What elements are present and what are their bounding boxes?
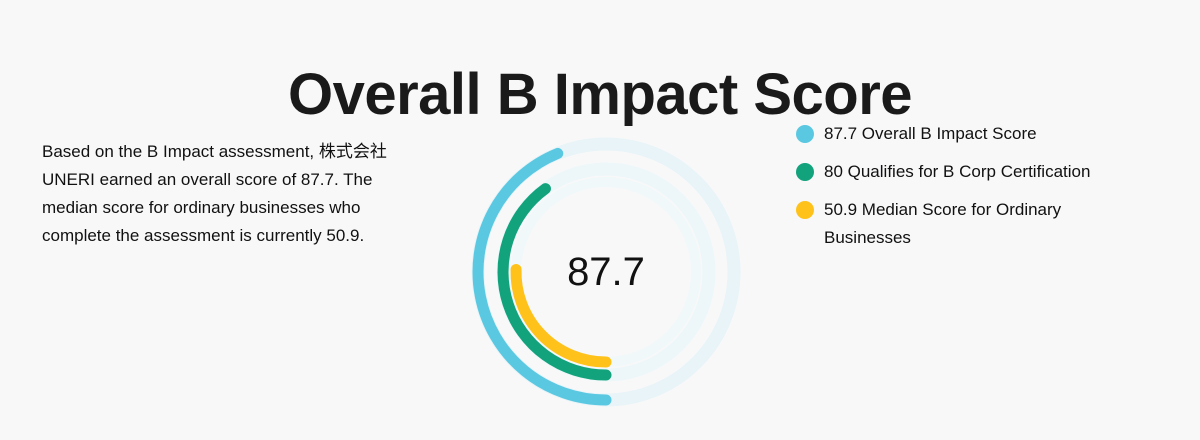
legend-item-qualification: 80 Qualifies for B Corp Certification bbox=[796, 158, 1156, 186]
chart-legend: 87.7 Overall B Impact Score 80 Qualifies… bbox=[796, 120, 1156, 262]
legend-swatch-qualification bbox=[796, 163, 814, 181]
legend-label-median-score: 50.9 Median Score for Ordinary Businesse… bbox=[824, 200, 1062, 247]
legend-item-overall-score: 87.7 Overall B Impact Score bbox=[796, 120, 1156, 148]
legend-swatch-overall-score bbox=[796, 125, 814, 143]
legend-label-overall-score: 87.7 Overall B Impact Score bbox=[824, 124, 1037, 143]
legend-item-median-score: 50.9 Median Score for Ordinary Businesse… bbox=[796, 196, 1156, 252]
legend-swatch-median-score bbox=[796, 201, 814, 219]
chart-bar-overall-score bbox=[472, 147, 612, 406]
chart-bar-median-score bbox=[510, 263, 612, 368]
page-title: Overall B Impact Score bbox=[287, 61, 913, 127]
chart-bar-qualification bbox=[497, 183, 612, 381]
legend-label-qualification: 80 Qualifies for B Corp Certification bbox=[824, 162, 1091, 181]
score-description: Based on the B Impact assessment, 株式会社UN… bbox=[42, 142, 387, 245]
score-radial-chart bbox=[471, 137, 741, 407]
